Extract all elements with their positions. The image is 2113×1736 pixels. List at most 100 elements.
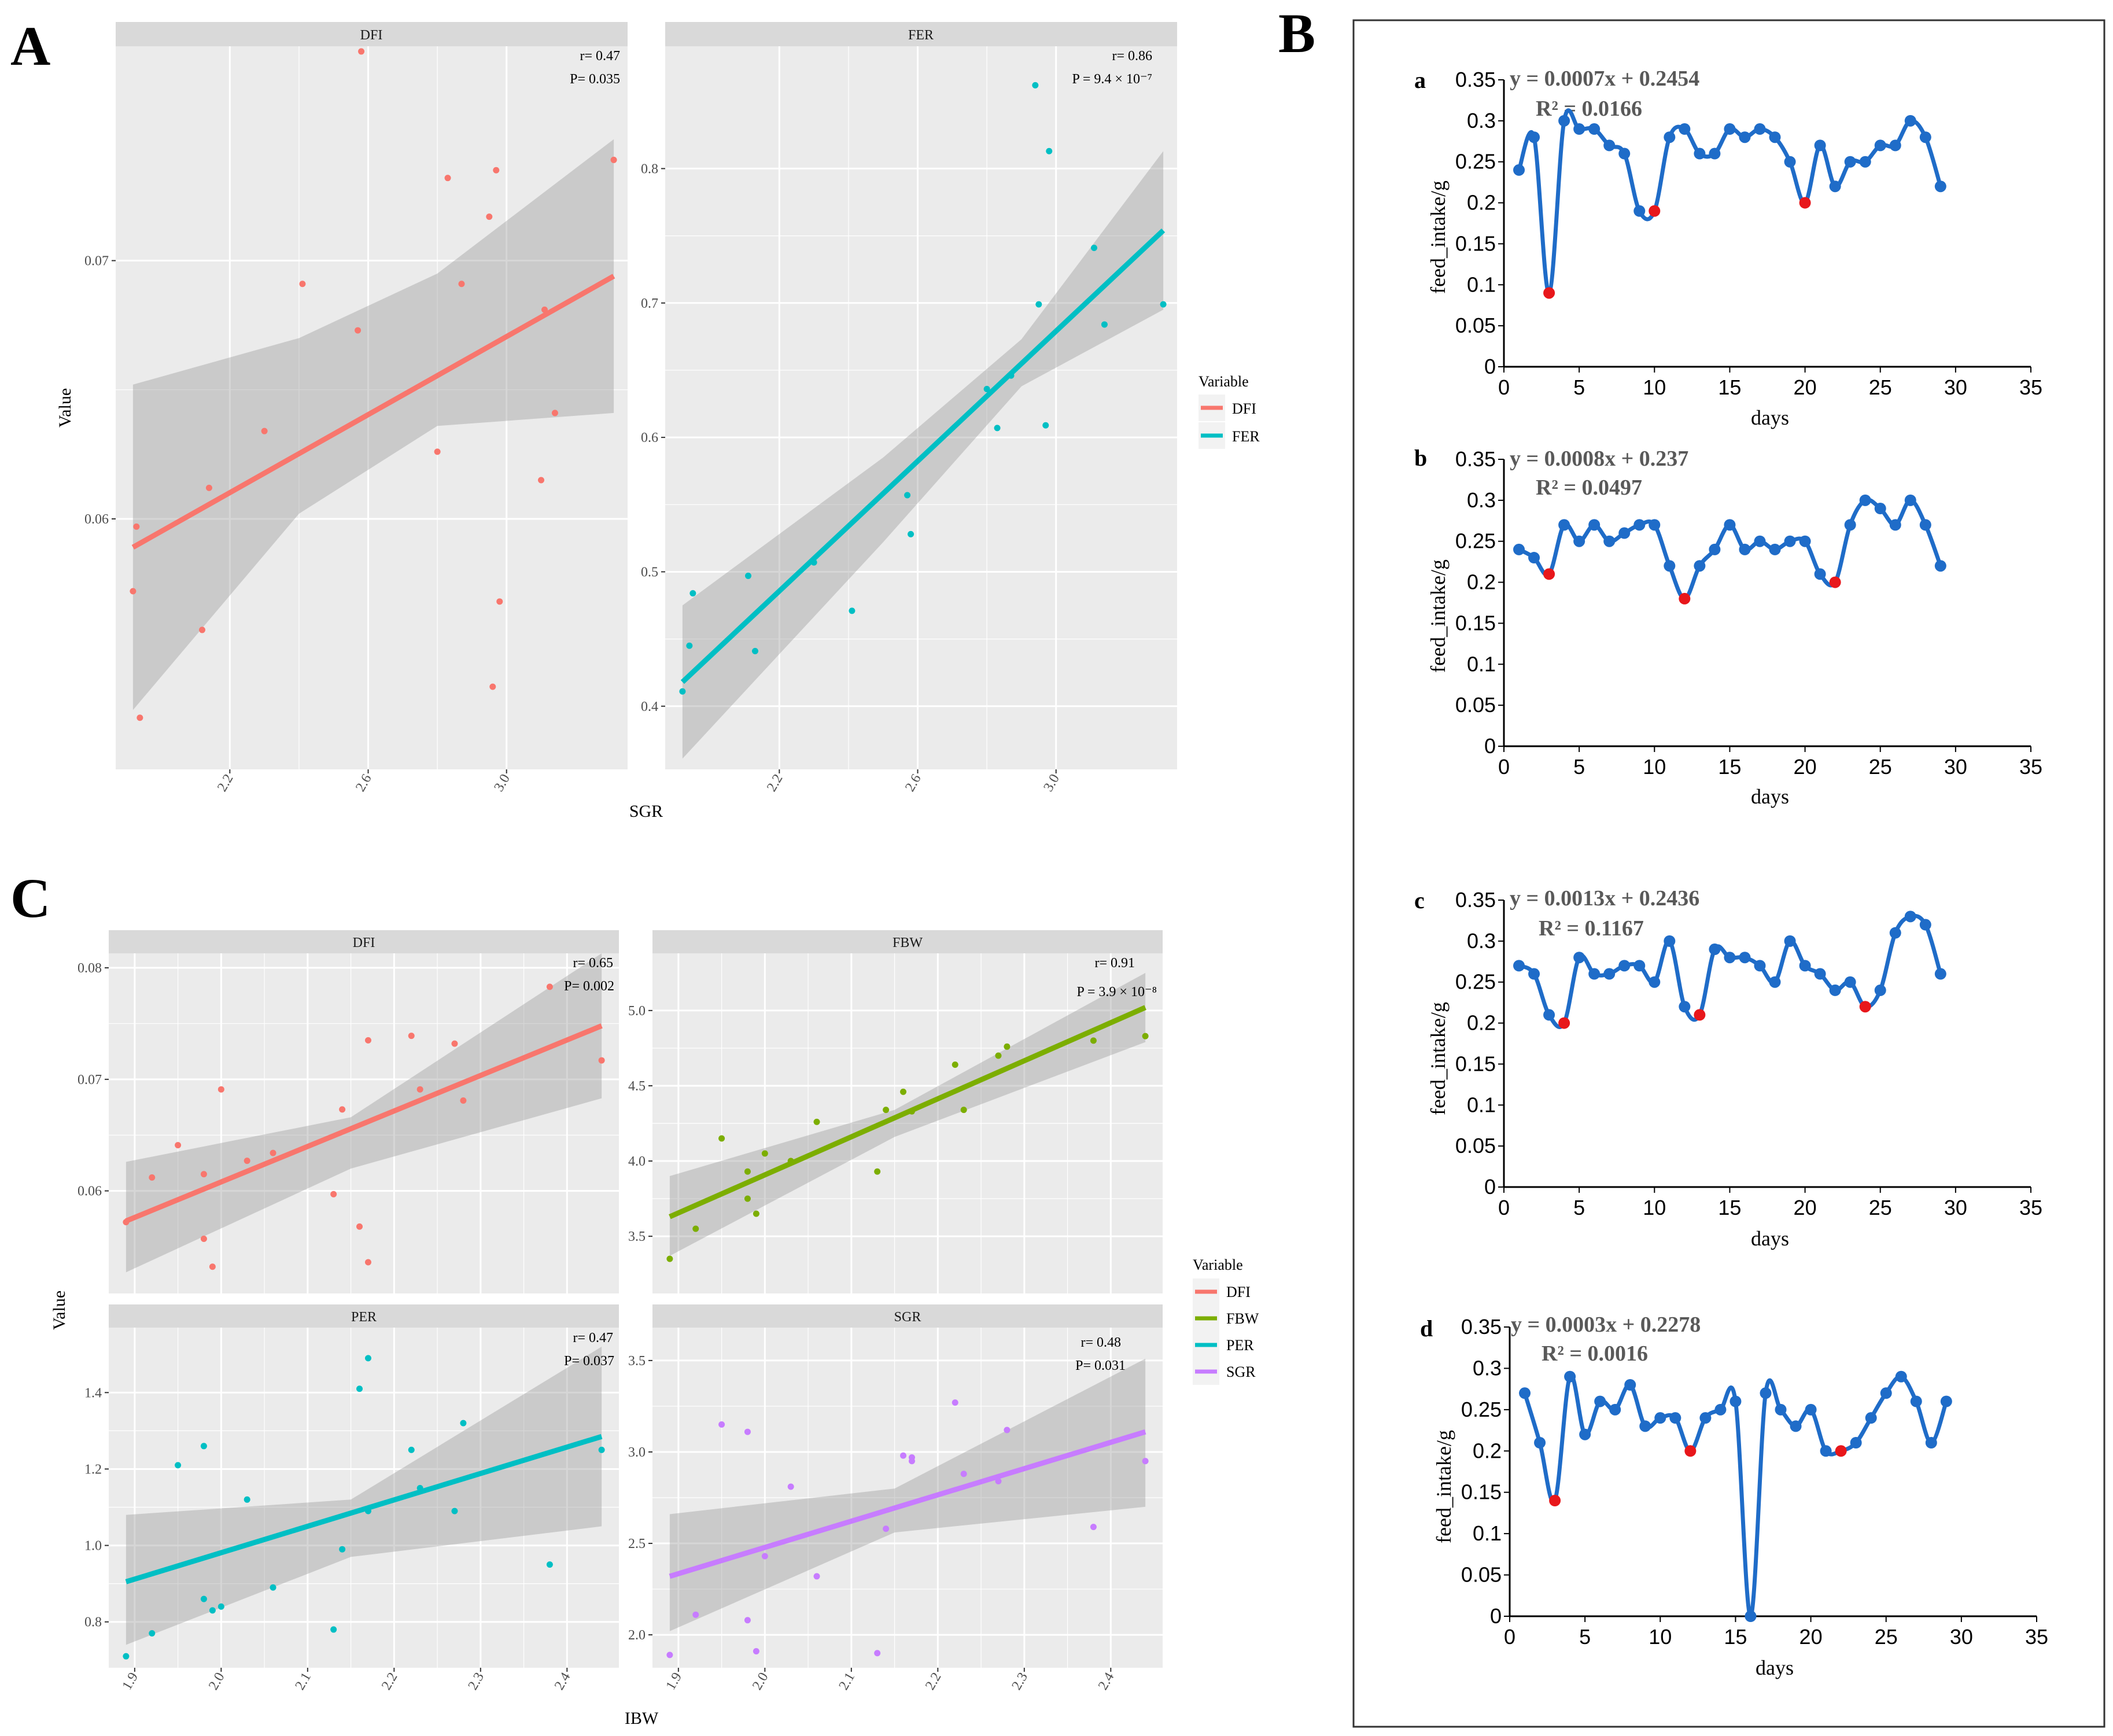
data-point <box>489 683 496 690</box>
facet-strip-label: DFI <box>353 935 375 950</box>
x-tick-label: 25 <box>1869 1196 1892 1219</box>
data-point <box>1709 943 1721 956</box>
data-point <box>408 1446 415 1453</box>
data-point <box>1904 115 1916 127</box>
data-point <box>133 523 140 530</box>
x-axis-title: days <box>1751 406 1789 429</box>
y-axis-title: Value <box>56 388 75 427</box>
y-tick-label: 0.25 <box>1455 970 1496 994</box>
y-tick-label: 0.6 <box>641 430 658 445</box>
x-tick-label: 15 <box>1724 1625 1747 1649</box>
facet-strip <box>652 1304 1163 1328</box>
data-point <box>1528 131 1540 143</box>
data-point <box>598 1446 605 1453</box>
x-tick-label: 5 <box>1573 755 1585 779</box>
data-point <box>1679 1001 1691 1013</box>
data-point <box>1745 1610 1757 1622</box>
highlight-point <box>1543 287 1555 299</box>
stat-r: r= 0.47 <box>573 1330 613 1346</box>
data-point <box>1579 1428 1591 1440</box>
chart-letter: c <box>1414 887 1425 913</box>
y-tick-label: 0.25 <box>1455 529 1496 553</box>
x-tick-label: 15 <box>1718 755 1741 779</box>
data-point <box>358 48 365 55</box>
x-tick-label: 1.9 <box>120 1670 142 1693</box>
trendline-r2: R² = 0.0497 <box>1536 476 1642 500</box>
data-point <box>1850 1437 1862 1448</box>
chart-b-b: b y = 0.0008x + 0.237 R² = 0.0497 days f… <box>1414 445 2042 808</box>
facet-strip <box>109 930 619 953</box>
data-point <box>874 1650 881 1657</box>
data-point <box>1874 503 1886 515</box>
data-point <box>761 1150 768 1157</box>
data-point <box>1594 1395 1606 1407</box>
y-tick-label: 0.06 <box>84 512 109 527</box>
data-point <box>1739 952 1751 964</box>
data-point <box>1919 131 1931 143</box>
data-point <box>900 1088 907 1095</box>
data-point <box>718 1135 725 1142</box>
data-point <box>217 1603 224 1610</box>
data-point <box>1934 180 1946 193</box>
y-tick-label: 5.0 <box>628 1004 646 1019</box>
regression-line <box>669 1005 1146 1219</box>
data-point <box>787 1483 794 1490</box>
data-point <box>546 983 553 990</box>
chart-letter: d <box>1420 1315 1433 1341</box>
data-point <box>1603 139 1616 152</box>
x-tick-label: 2.0 <box>206 1670 228 1693</box>
data-point <box>1769 976 1781 988</box>
confidence-band <box>132 139 614 710</box>
data-point <box>666 1652 673 1658</box>
y-tick-label: 0.5 <box>641 565 658 580</box>
data-point <box>1784 156 1796 168</box>
plot-layer: 0.06 0.07 2.2 2.6 3.0 <box>84 46 628 794</box>
y-tick-label: 0.1 <box>1473 1521 1502 1545</box>
plot-layer: 0 0.05 0.1 0.15 0.2 0.25 0.3 0.35 0 5 10 15 20 25 30 35 <box>1455 68 2042 399</box>
data-point <box>339 1106 346 1113</box>
data-point <box>952 1061 958 1068</box>
y-tick-label: 0.05 <box>1461 1563 1502 1587</box>
facet-strip <box>109 1304 619 1328</box>
data-point <box>1769 543 1781 555</box>
data-point <box>299 281 306 288</box>
data-point <box>1004 1043 1011 1050</box>
series-line <box>1522 1373 1949 1619</box>
data-point <box>753 1210 759 1217</box>
y-axis-title: feed_intake/g <box>1426 559 1450 673</box>
x-tick-label: 3.0 <box>1041 772 1063 794</box>
data-point <box>217 1086 224 1093</box>
data-point <box>1573 123 1585 135</box>
data-point <box>175 1462 182 1469</box>
data-point <box>994 425 1001 432</box>
data-point <box>1609 1403 1621 1416</box>
data-point <box>1880 1387 1892 1399</box>
data-point <box>1528 552 1540 564</box>
series-line <box>1517 108 1943 295</box>
regression-line <box>131 274 615 550</box>
highlight-point <box>1799 197 1811 209</box>
confidence-band <box>669 1358 1146 1631</box>
data-point <box>130 588 137 595</box>
regression-line <box>125 1023 603 1223</box>
facet-c-sgr: SGR 2.0 2.5 3.0 3.5 1.9 2.0 2.1 2.2 2.3 2.4 r= 0.… <box>628 1304 1163 1693</box>
data-point <box>1739 131 1751 143</box>
legend-label-fbw: FBW <box>1226 1310 1259 1327</box>
x-tick-label: 3.0 <box>491 772 513 794</box>
x-tick-label: 2.6 <box>902 772 924 794</box>
y-axis-title: feed_intake/g <box>1426 1002 1450 1115</box>
data-point <box>1760 1387 1772 1399</box>
y-tick-label: 0.15 <box>1461 1480 1502 1504</box>
y-tick-label: 0.4 <box>641 699 658 714</box>
data-point <box>200 1171 207 1178</box>
y-tick-label: 0.25 <box>1461 1398 1502 1421</box>
stat-p: P= 0.031 <box>1075 1358 1126 1373</box>
x-tick-label: 30 <box>1950 1625 1973 1649</box>
data-point <box>1820 1445 1832 1457</box>
legend-label-sgr: SGR <box>1226 1363 1256 1380</box>
data-point <box>1709 543 1721 555</box>
trendline-r2: R² = 0.0016 <box>1542 1341 1648 1366</box>
legend-title: Variable <box>1199 373 1249 390</box>
data-point <box>451 1040 458 1047</box>
